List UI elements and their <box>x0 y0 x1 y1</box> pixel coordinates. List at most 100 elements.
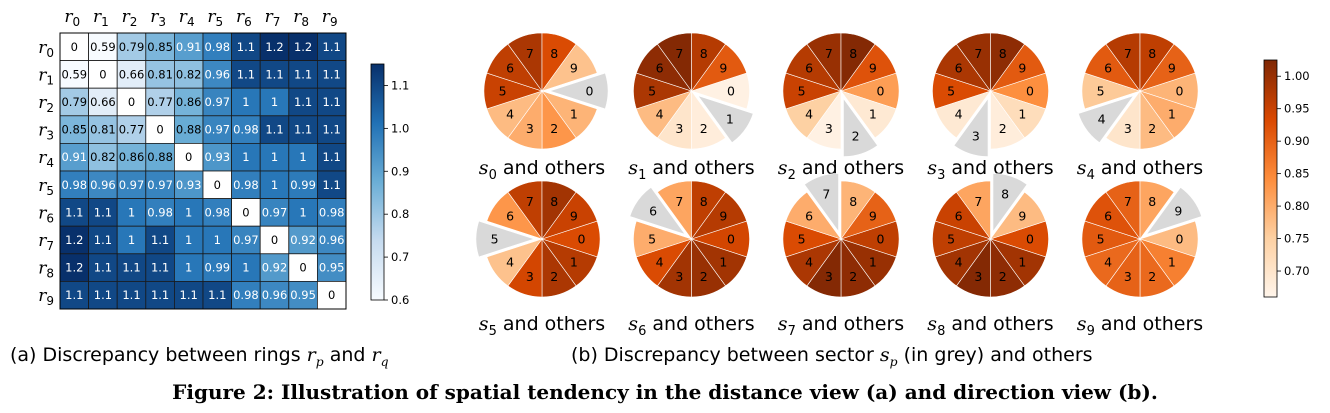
heatmap-cell <box>145 225 175 255</box>
heatmap-value-label: 0.98 <box>204 205 230 219</box>
heatmap-value-label: 1.1 <box>65 205 83 219</box>
heatmap-value-label: 0 <box>71 40 78 54</box>
row-label: r7 <box>38 231 54 253</box>
pie-slice-label: 1 <box>869 255 877 270</box>
heatmap-value-label: 1.1 <box>323 178 341 192</box>
heatmap-cell <box>231 60 261 89</box>
heatmap-value-label: 0.79 <box>61 95 87 109</box>
column-label: r2 <box>122 7 138 29</box>
pie-slice-label: 5 <box>648 232 656 247</box>
heatmap-value-label: 0 <box>271 233 278 247</box>
heatmap-value-label: 1.1 <box>294 123 312 137</box>
pie-slice <box>690 43 748 92</box>
pie-slice <box>840 191 897 240</box>
pie-slice-label: 8 <box>550 194 558 209</box>
heatmap-value-label: 0.97 <box>204 123 230 137</box>
column-label: r6 <box>236 7 252 29</box>
pie-slice <box>1139 43 1196 92</box>
heatmap-value-label: 0.95 <box>319 261 345 275</box>
pie-slice-label: 7 <box>675 46 683 61</box>
pie-slice-label: 9 <box>719 208 727 223</box>
pie-chart-label: s5 and others <box>479 313 605 339</box>
heatmap-value-label: 0.98 <box>233 123 259 137</box>
ring-discrepancy-heatmap: 0 0.59 0.79 0.85 0.91 0.98 1.1 1.2 1.2 1.10.59 0 0.… <box>38 7 347 310</box>
pie-chart-label: s8 and others <box>927 313 1053 339</box>
pie-slice-label: 4 <box>955 107 963 122</box>
pie-slice-label: 9 <box>570 60 578 75</box>
heatmap-colorbar-tick-label: 1.1 <box>391 78 409 92</box>
heatmap-value-label: 0.93 <box>176 178 202 192</box>
heatmap-value-label: 1.1 <box>265 123 283 137</box>
pie-slice-label: 3 <box>1124 269 1132 284</box>
heatmap-value-label: 0.97 <box>233 233 259 247</box>
pie-slice-label: 1 <box>726 111 734 126</box>
pie-slice-label: 3 <box>526 269 534 284</box>
heatmap-value-label: 0 <box>214 178 221 192</box>
pie-colorbar-tick-label: 0.75 <box>1284 232 1310 246</box>
pie-slice-label: 3 <box>1124 121 1132 136</box>
pie-slice <box>989 191 1047 240</box>
heatmap-value-label: 1.2 <box>65 261 83 275</box>
pie-slice-label: 8 <box>550 46 558 61</box>
pie-colorbar-tick-label: 0.80 <box>1284 199 1310 213</box>
heatmap-value-label: 0.86 <box>176 95 202 109</box>
heatmap-value-label: 0.97 <box>119 178 145 192</box>
row-label: r9 <box>38 286 54 308</box>
heatmap-cell <box>316 60 347 89</box>
pie-slice-label: 7 <box>822 186 830 201</box>
heatmap-colorbar-tick-label: 0.7 <box>391 250 409 264</box>
heatmap-cell <box>173 280 204 310</box>
pie-slice-label: 0 <box>585 84 593 99</box>
pie-slice-label: 6 <box>649 204 657 219</box>
pie-slice-label: 5 <box>798 232 806 247</box>
pie-slice-label: 0 <box>876 232 884 247</box>
heatmap-cell <box>173 60 204 89</box>
pie-colorbar-tick-label: 0.95 <box>1284 102 1310 116</box>
pie-colorbar-tick-label: 1.00 <box>1284 69 1310 83</box>
pie-slice-grey <box>953 97 989 157</box>
heatmap-value-label: 0 <box>299 261 306 275</box>
heatmap-cell <box>202 280 233 310</box>
pie-slice-label: 5 <box>947 232 955 247</box>
heatmap-value-label: 0.92 <box>262 261 288 275</box>
heatmap-value-label: 0.98 <box>233 288 259 302</box>
heatmap-cell <box>202 253 233 282</box>
heatmap-cell <box>288 198 318 227</box>
heatmap-cell <box>259 225 290 255</box>
heatmap-cell <box>173 198 204 227</box>
heatmap-cell <box>59 60 90 89</box>
heatmap-value-label: 0.66 <box>119 67 145 81</box>
pie-slice-label: 2 <box>1148 121 1156 136</box>
pie-slice-label: 2 <box>999 269 1007 284</box>
heatmap-value-label: 1 <box>185 233 192 247</box>
pie-slice-label: 8 <box>1148 194 1156 209</box>
heatmap-value-label: 0.88 <box>176 123 202 137</box>
heatmap-cell <box>259 280 290 310</box>
pie-slice-label: 7 <box>974 194 982 209</box>
heatmap-value-label: 1.1 <box>151 261 169 275</box>
pie-slice-grey <box>1145 186 1203 235</box>
heatmap-cell <box>316 170 347 200</box>
pie-slice-grey <box>992 173 1028 233</box>
heatmap-cell <box>288 87 318 117</box>
pie-slice <box>785 191 842 240</box>
heatmap-cell <box>202 170 233 200</box>
pie-slice-grey <box>475 220 535 258</box>
heatmap-value-label: 1 <box>128 205 135 219</box>
heatmap-value-label: 1.1 <box>265 67 283 81</box>
heatmap-cell <box>316 115 347 144</box>
pie-chart-label: s1 and others <box>628 157 754 183</box>
heatmap-value-label: 1 <box>185 205 192 219</box>
heatmap-value-label: 1 <box>299 205 306 219</box>
pie-slice-label: 2 <box>700 121 708 136</box>
pie-slice-label: 1 <box>570 255 578 270</box>
pie-slice-label: 7 <box>1124 194 1132 209</box>
heatmap-value-label: 0.95 <box>290 288 316 302</box>
pie-slice-label: 0 <box>1026 84 1034 99</box>
heatmap-value-label: 0.93 <box>204 150 230 164</box>
heatmap-value-label: 1.1 <box>237 67 255 81</box>
